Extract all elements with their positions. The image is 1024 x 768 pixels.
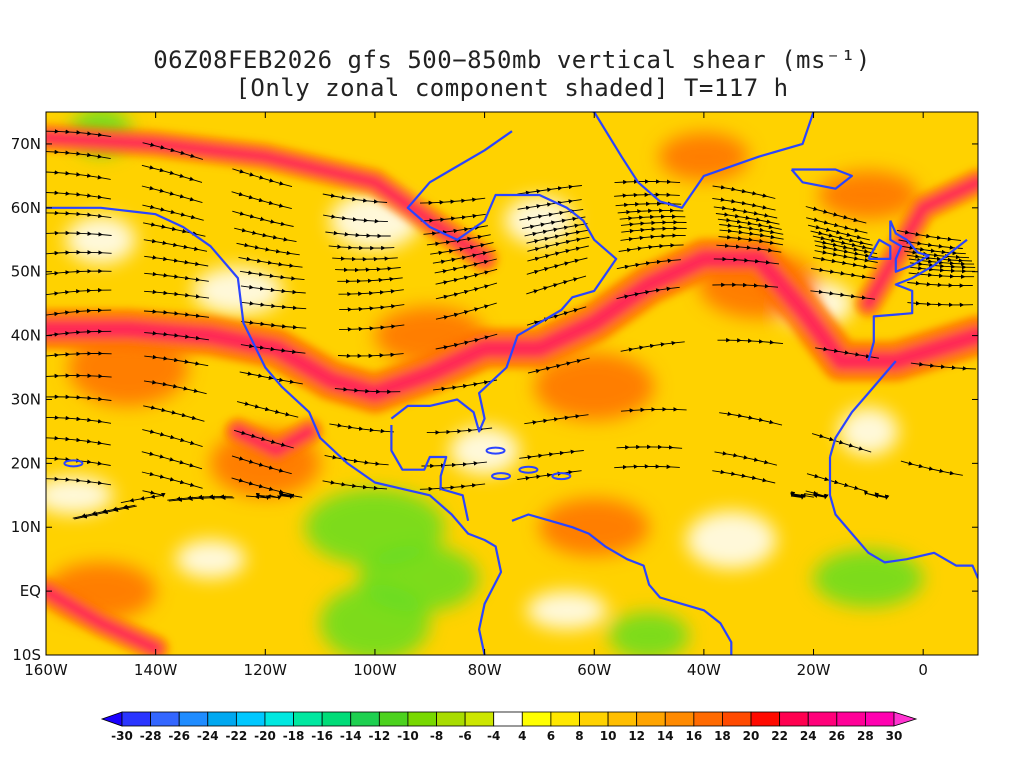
colorbar-label: 30 — [886, 729, 903, 743]
colorbar-label: 26 — [828, 729, 845, 743]
colorbar-label: -16 — [311, 729, 333, 743]
colorbar-label: 4 — [518, 729, 526, 743]
chart-subtitle: [Only zonal component shaded] T=117 h — [235, 74, 789, 102]
colorbar-swatch — [436, 711, 466, 727]
longitude-axis: 160W 140W 120W 100W 80W 60W 40W 20W 0 — [24, 112, 928, 679]
lat-tick-label: 30N — [11, 390, 41, 408]
lat-tick-label: EQ — [20, 582, 41, 600]
coastlines — [46, 112, 978, 655]
lon-tick-label: 100W — [353, 661, 397, 679]
colorbar-label: 16 — [686, 729, 703, 743]
streamlines — [46, 129, 977, 520]
lat-tick-label: 40N — [11, 327, 41, 345]
colorbar-swatch — [321, 711, 352, 727]
colorbar-swatch — [235, 711, 266, 727]
colorbar-label: -8 — [430, 729, 443, 743]
colorbar-swatch — [607, 711, 638, 727]
colorbar-swatch — [750, 711, 781, 727]
colorbar-swatch — [378, 711, 409, 727]
lon-tick-label: 80W — [468, 661, 502, 679]
colorbar-label: -18 — [283, 729, 305, 743]
colorbar-swatch — [407, 711, 437, 727]
colorbar-swatch — [464, 711, 495, 727]
colorbar-swatch — [636, 711, 666, 727]
lat-tick-label: 60N — [11, 199, 41, 217]
colorbar-swatch — [178, 711, 209, 727]
colorbar-swatch — [693, 711, 723, 727]
lat-tick-label: 10N — [11, 518, 41, 536]
lon-tick-label: 20W — [797, 661, 831, 679]
colorbar-label: 8 — [575, 729, 583, 743]
colorbar-swatch — [121, 711, 151, 727]
colorbar-label: 6 — [547, 729, 555, 743]
colorbar-label: -30 — [111, 729, 133, 743]
colorbar-label: -24 — [197, 729, 219, 743]
colorbar-label: -12 — [368, 729, 390, 743]
lat-tick-label: 10S — [12, 646, 41, 664]
colorbar-label: -14 — [340, 729, 362, 743]
lat-tick-label: 50N — [11, 263, 41, 281]
colorbar-swatch — [264, 711, 294, 727]
colorbar-label: 12 — [628, 729, 645, 743]
map-frame — [45, 111, 979, 656]
colorbar-left-arrow — [100, 711, 123, 727]
colorbar-label: 22 — [771, 729, 788, 743]
colorbar-swatch — [865, 711, 895, 727]
colorbar-label: 24 — [800, 729, 817, 743]
map-plot-area — [46, 112, 978, 655]
colorbar-swatch — [579, 711, 609, 727]
colorbar-swatch — [350, 711, 380, 727]
colorbar-swatch — [836, 711, 866, 727]
colorbar-label: 20 — [743, 729, 760, 743]
colorbar-swatch — [779, 711, 809, 727]
lat-tick-label: 70N — [11, 135, 41, 153]
lat-tick-label: 20N — [11, 454, 41, 472]
colorbar: -30 -28 -26 -24 -22 -20 -18 -16 -14 -12 -10 -8 -6 -4 4… — [100, 711, 918, 743]
colorbar-label: 18 — [714, 729, 731, 743]
lon-tick-label: 160W — [24, 661, 68, 679]
colorbar-swatch — [293, 711, 323, 727]
colorbar-label: 10 — [600, 729, 617, 743]
colorbar-swatch — [664, 711, 695, 727]
colorbar-label: 14 — [657, 729, 674, 743]
colorbar-label: -4 — [487, 729, 500, 743]
colorbar-swatch — [521, 711, 552, 727]
colorbar-label: -26 — [168, 729, 190, 743]
colorbar-swatch — [150, 711, 180, 727]
colorbar-swatch — [807, 711, 838, 727]
colorbar-swatch — [722, 711, 752, 727]
colorbar-label: -10 — [397, 729, 419, 743]
lon-tick-label: 0 — [918, 661, 928, 679]
colorbar-swatch — [550, 711, 580, 727]
colorbar-label: -6 — [458, 729, 471, 743]
lon-tick-label: 140W — [134, 661, 178, 679]
colorbar-swatch — [493, 711, 523, 727]
colorbar-right-arrow — [893, 711, 918, 727]
colorbar-swatch — [207, 711, 237, 727]
colorbar-label: -28 — [140, 729, 162, 743]
lon-tick-label: 40W — [687, 661, 721, 679]
colorbar-label: -20 — [254, 729, 276, 743]
latitude-axis: 70N 60N 50N 40N 30N 20N 10N EQ 10S — [11, 135, 978, 664]
chart-title: 06Z08FEB2026 gfs 500−850mb vertical shea… — [153, 46, 871, 74]
colorbar-label: 28 — [857, 729, 874, 743]
colorbar-label: -22 — [226, 729, 248, 743]
lon-tick-label: 120W — [244, 661, 288, 679]
lon-tick-label: 60W — [577, 661, 611, 679]
